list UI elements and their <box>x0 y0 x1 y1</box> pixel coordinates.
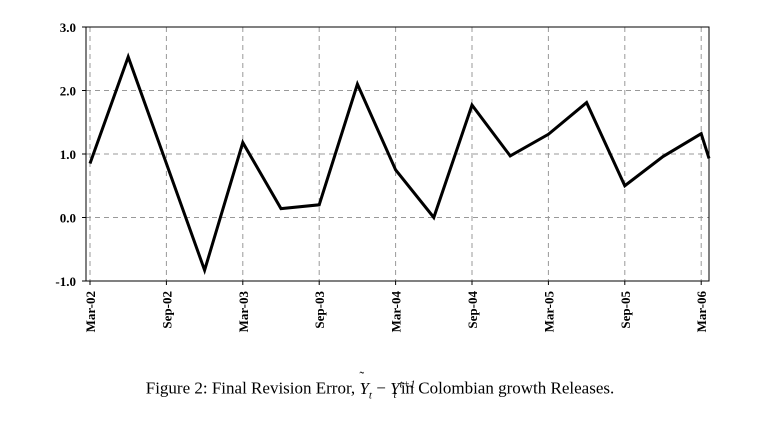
y-tick-label: 1.0 <box>60 147 76 162</box>
grid-lines <box>86 27 709 281</box>
series-line <box>88 52 711 276</box>
y-tick-label: 0.0 <box>60 211 76 226</box>
x-tick-label: Mar-02 <box>83 291 98 332</box>
x-tick-label: Sep-05 <box>618 291 633 329</box>
y-axis-ticks: 3.0 2.0 1.0 0.0 -1.0 <box>55 20 76 289</box>
caption-y-next: Yt+1t <box>390 378 416 402</box>
caption-suffix: in Colombian growth Releases. <box>396 378 615 398</box>
figure-caption: Figure 2: Final Revision Error, Y ˜ t − Yt… <box>0 369 760 402</box>
y-tick-label: -1.0 <box>55 274 76 289</box>
x-tick-label: Mar-06 <box>694 291 709 333</box>
y-tick-label: 2.0 <box>60 84 76 99</box>
x-tick-label: Mar-04 <box>389 291 404 333</box>
y-tick-label: 3.0 <box>60 20 76 35</box>
x-tick-label: Mar-05 <box>541 291 556 333</box>
x-tick-label: Sep-02 <box>159 291 174 329</box>
x-tick-label: Sep-04 <box>465 291 480 329</box>
caption-prefix: Figure 2: Final Revision Error, <box>145 378 360 398</box>
x-tick-label: Mar-03 <box>236 291 251 333</box>
series-layer <box>88 52 711 276</box>
x-tick-label: Sep-03 <box>312 291 327 329</box>
x-axis-ticks: Mar-02 Sep-02 Mar-03 Sep-03 Mar-04 Sep-04 Mar-… <box>83 291 709 333</box>
caption-y-tilde: Y ˜ t <box>359 369 372 402</box>
caption-minus: − <box>371 378 391 398</box>
